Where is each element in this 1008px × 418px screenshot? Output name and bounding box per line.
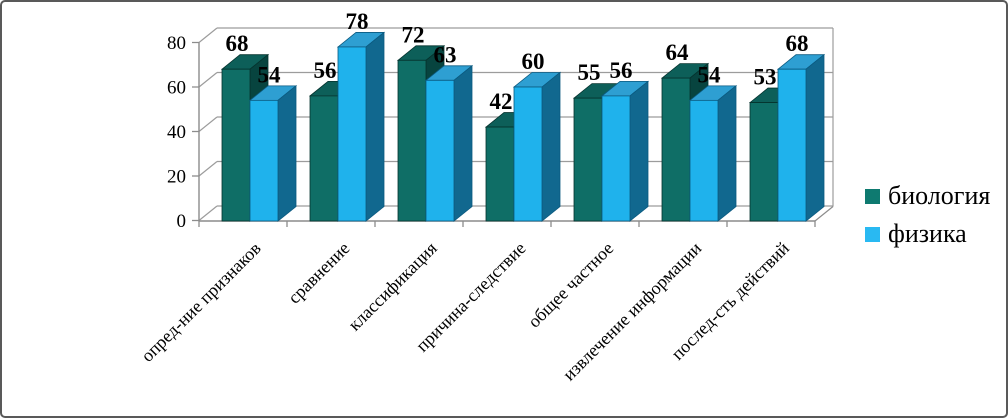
y-axis-tick-labels: 0 20 40 60 80 [167, 33, 186, 232]
bar-front-face [397, 59, 427, 222]
gridline-connector [198, 72, 218, 88]
bar-s1-c2 [424, 64, 474, 222]
bar-front-face [221, 68, 251, 222]
bar-side-face [805, 53, 825, 222]
bar-value-label: 72 [402, 22, 425, 47]
gridline-connector [198, 161, 218, 177]
bar-value-label: 68 [226, 31, 249, 56]
bar-s1-c3 [512, 71, 562, 222]
bar-side-face [365, 31, 385, 222]
legend-label: физика [888, 219, 967, 248]
bar-front-face [777, 68, 807, 222]
bar-value-label: 60 [522, 49, 545, 74]
bar-side-face [629, 80, 649, 222]
bar-s1-c5 [688, 85, 738, 222]
y-tick-label: 40 [167, 122, 186, 143]
bar-value-labels: 68 54 56 78 72 63 42 60 55 56 64 54 53 68 [226, 9, 809, 114]
bar-front-face [485, 126, 515, 222]
bar-value-label: 54 [258, 62, 282, 87]
bar-value-label: 64 [666, 40, 690, 65]
gridline-connector [198, 205, 218, 221]
bar-value-label: 78 [346, 9, 369, 34]
bar-value-label: 56 [610, 58, 633, 83]
bar-side-face [453, 64, 473, 222]
bar-front-face [661, 77, 691, 222]
bar-value-label: 55 [578, 60, 601, 85]
bar-front-face [249, 99, 279, 222]
bar-s1-c0 [248, 85, 298, 222]
gridline-connector [198, 116, 218, 132]
bar-side-face [541, 71, 561, 222]
bar-front-face [601, 95, 631, 222]
bar-front-face [749, 102, 779, 222]
bar-front-face [513, 86, 543, 222]
bar-s1-c4 [600, 80, 650, 222]
bar-s1-c1 [336, 31, 386, 222]
bar-s1-c6 [776, 53, 826, 222]
gridline-connector [198, 27, 218, 43]
legend-item: биология [865, 181, 990, 211]
bar-front-face [309, 95, 339, 222]
bar-value-label: 56 [314, 58, 337, 83]
bar-value-label: 63 [434, 42, 457, 67]
bar-front-face [425, 79, 455, 222]
legend-item: физика [865, 219, 990, 249]
y-tick-label: 60 [167, 78, 186, 99]
bar-side-face [277, 85, 297, 222]
bar-value-label: 54 [698, 62, 722, 87]
chart-bars [220, 31, 826, 222]
bar-front-face [573, 97, 603, 222]
legend-swatch [865, 226, 880, 242]
legend-label: биология [888, 181, 991, 210]
bar-front-face [689, 99, 719, 222]
bar-front-face [337, 46, 367, 222]
y-tick-label: 0 [177, 211, 187, 232]
floor-right-edge [814, 206, 834, 222]
y-tick-label: 80 [167, 33, 186, 54]
legend-swatch [865, 188, 880, 204]
bar-value-label: 53 [754, 65, 777, 90]
bar-value-label: 68 [786, 31, 809, 56]
y-tick-label: 20 [167, 167, 186, 188]
bar-side-face [717, 85, 737, 222]
legend: биология физика [865, 181, 990, 257]
bar-value-label: 42 [490, 89, 513, 114]
